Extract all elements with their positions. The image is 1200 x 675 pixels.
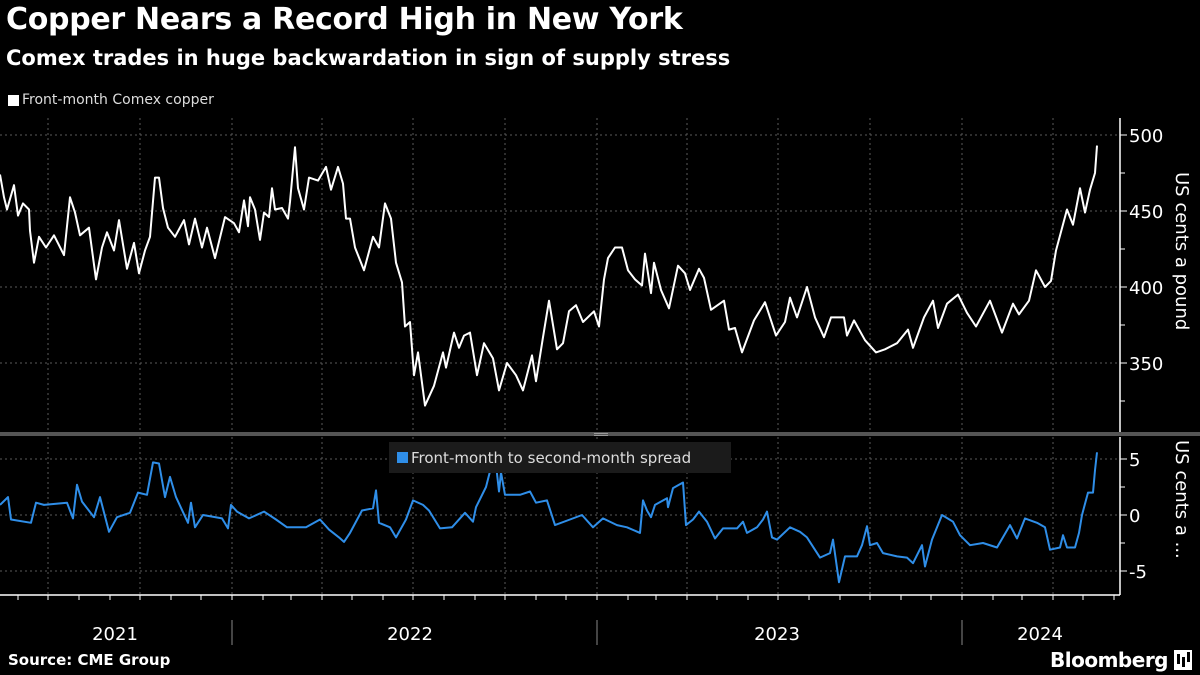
y-tick-label-top: 350	[1129, 354, 1163, 375]
legend-spread: Front-month to second-month spread	[389, 442, 731, 473]
y-tick-label-top: 400	[1129, 278, 1163, 299]
x-tick-label-year: 2022	[387, 624, 433, 645]
y-tick-label-top: 500	[1129, 126, 1163, 147]
x-tick-label-year: 2023	[754, 624, 800, 645]
price-series-line	[0, 145, 1098, 407]
y-tick-label-bottom: 0	[1129, 506, 1140, 527]
chart-title: Copper Nears a Record High in New York	[6, 2, 683, 37]
chart-subtitle: Comex trades in huge backwardation in si…	[6, 46, 731, 70]
legend-swatch-spread	[397, 452, 408, 463]
y-tick-label-bottom: -5	[1129, 562, 1147, 583]
spread-series-line	[0, 452, 1098, 584]
x-tick-label-year: 2024	[1017, 624, 1063, 645]
y-tick-label-bottom: 5	[1129, 450, 1140, 471]
legend-swatch-price	[8, 94, 19, 106]
gridlines	[0, 118, 1120, 595]
legend-label-spread: Front-month to second-month spread	[411, 448, 692, 467]
top-axis-title: US cents a pound	[1171, 172, 1192, 330]
bloomberg-chart-icon	[1174, 650, 1192, 670]
y-tick-label-top: 450	[1129, 202, 1163, 223]
divider-handle-icon[interactable]	[594, 433, 608, 434]
bottom-axis-title: US cents a ...	[1171, 440, 1192, 559]
legend-label-price: Front-month Comex copper	[22, 92, 214, 108]
bloomberg-logo: Bloomberg	[1050, 648, 1192, 672]
divider-handle-icon-line	[594, 435, 608, 436]
axes: 350 400 450 500 -5 0 5 2021 2022 2023 2024	[0, 118, 1163, 645]
x-tick-label-year: 2021	[92, 624, 138, 645]
logo-text: Bloomberg	[1050, 648, 1168, 672]
source-note: Source: CME Group	[8, 651, 171, 669]
legend-price: Front-month Comex copper	[8, 92, 214, 108]
